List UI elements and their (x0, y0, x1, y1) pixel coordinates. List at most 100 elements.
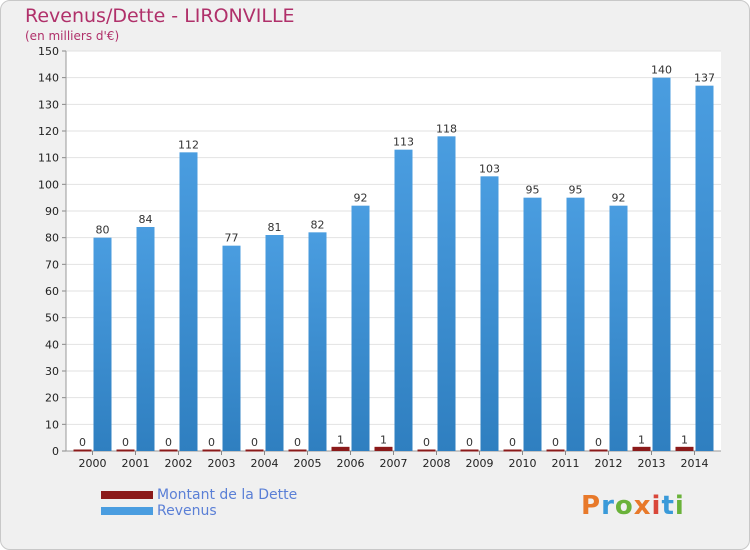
x-tick-label: 2013 (638, 457, 666, 470)
x-tick-label: 2012 (595, 457, 623, 470)
logo-letter: o (614, 491, 634, 521)
data-label-revenue: 80 (96, 224, 110, 237)
data-label-debt: 1 (337, 433, 344, 446)
legend-swatch-revenue (101, 507, 153, 515)
data-label-revenue: 81 (268, 221, 282, 234)
bar-revenue (136, 227, 155, 451)
bar-revenue (93, 237, 112, 451)
x-tick-label: 2011 (552, 457, 580, 470)
data-label-revenue: 137 (694, 72, 715, 85)
data-label-debt: 0 (552, 436, 559, 449)
data-label-revenue: 112 (178, 138, 199, 151)
bar-debt (546, 449, 565, 452)
data-label-debt: 0 (466, 436, 473, 449)
y-tick-label: 120 (38, 125, 59, 138)
data-label-debt: 0 (251, 436, 258, 449)
bar-debt (331, 446, 350, 451)
legend-item-debt: Montant de la Dette (101, 487, 297, 503)
x-tick-label: 2010 (509, 457, 537, 470)
data-label-debt: 0 (595, 436, 602, 449)
bar-debt (589, 449, 608, 452)
bar-debt (288, 449, 307, 452)
bar-debt (202, 449, 221, 452)
data-label-revenue: 118 (436, 122, 457, 135)
data-label-debt: 0 (423, 436, 430, 449)
bar-revenue (480, 176, 499, 452)
y-tick-label: 70 (45, 258, 59, 271)
data-label-revenue: 92 (354, 192, 368, 205)
legend-label-debt: Montant de la Dette (157, 487, 298, 503)
data-label-revenue: 103 (479, 162, 500, 175)
y-tick-label: 80 (45, 232, 59, 245)
y-tick-label: 10 (45, 418, 59, 431)
y-tick-label: 60 (45, 285, 59, 298)
y-tick-label: 0 (52, 445, 59, 458)
bar-debt (159, 449, 178, 452)
bar-debt (675, 446, 694, 451)
logo-letter: P (581, 491, 602, 521)
y-tick-label: 20 (45, 392, 59, 405)
x-tick-label: 2005 (294, 457, 322, 470)
bar-debt (73, 449, 92, 452)
x-tick-label: 2001 (122, 457, 150, 470)
bar-debt (503, 449, 522, 452)
bar-revenue (523, 197, 542, 451)
data-label-revenue: 92 (612, 192, 626, 205)
bar-revenue (222, 245, 241, 451)
y-tick-label: 110 (38, 152, 59, 165)
bar-revenue (308, 232, 327, 451)
data-label-debt: 0 (122, 436, 129, 449)
bar-debt (245, 449, 264, 452)
x-tick-label: 2009 (466, 457, 494, 470)
data-label-debt: 1 (380, 433, 387, 446)
data-label-debt: 0 (208, 436, 215, 449)
x-tick-label: 2006 (337, 457, 365, 470)
legend: Montant de la Dette Revenus (101, 487, 297, 519)
data-label-revenue: 140 (651, 64, 672, 77)
bar-debt (632, 446, 651, 451)
bar-revenue (695, 85, 714, 452)
data-label-debt: 0 (294, 436, 301, 449)
bar-revenue (351, 205, 370, 451)
y-tick-label: 90 (45, 205, 59, 218)
bar-revenue (394, 149, 413, 451)
data-label-revenue: 95 (569, 184, 583, 197)
bar-revenue (652, 77, 671, 452)
data-label-revenue: 84 (139, 213, 153, 226)
bar-debt (374, 446, 393, 451)
data-label-revenue: 113 (393, 136, 414, 149)
x-tick-label: 2008 (423, 457, 451, 470)
x-tick-label: 2007 (380, 457, 408, 470)
logo-letter: i (674, 491, 685, 521)
legend-item-revenue: Revenus (101, 503, 297, 519)
x-tick-label: 2014 (681, 457, 709, 470)
y-tick-label: 100 (38, 178, 59, 191)
bar-debt (460, 449, 479, 452)
legend-label-revenue: Revenus (157, 503, 217, 519)
proxiti-logo: Proxiti (581, 491, 685, 521)
chart-subtitle: (en milliers d'€) (25, 29, 120, 43)
x-tick-label: 2002 (165, 457, 193, 470)
bar-revenue (179, 152, 198, 452)
bar-revenue (265, 235, 284, 451)
logo-letter: x (633, 491, 652, 521)
chart-title: Revenus/Dette - LIRONVILLE (25, 5, 295, 27)
x-tick-label: 2003 (208, 457, 236, 470)
data-label-revenue: 77 (225, 232, 239, 245)
bar-revenue (566, 197, 585, 451)
logo-letter: r (601, 491, 615, 521)
bar-debt (417, 449, 436, 452)
bar-revenue (609, 205, 628, 451)
data-label-revenue: 95 (526, 184, 540, 197)
data-label-revenue: 82 (311, 218, 325, 231)
y-tick-label: 150 (38, 45, 59, 58)
y-tick-label: 40 (45, 338, 59, 351)
data-label-debt: 0 (165, 436, 172, 449)
logo-letter: t (661, 491, 675, 521)
data-label-debt: 0 (509, 436, 516, 449)
y-tick-label: 130 (38, 98, 59, 111)
bar-revenue (437, 136, 456, 452)
x-tick-label: 2000 (79, 457, 107, 470)
